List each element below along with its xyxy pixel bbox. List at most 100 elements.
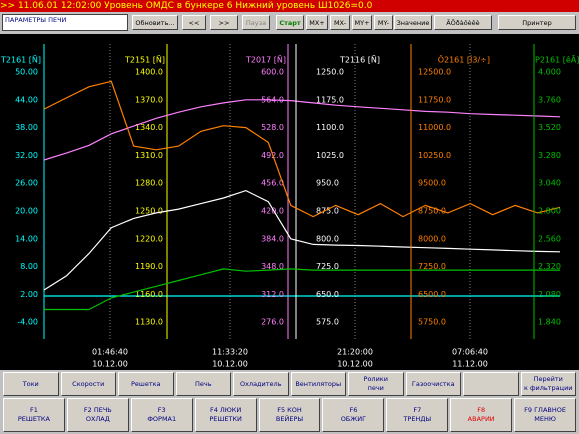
x-time-label: 01:46:40 [92, 348, 128, 357]
axis-tick-label: 38.00 [15, 123, 38, 132]
trend-line [43, 99, 561, 161]
axis-tick-label: 348.0 [261, 262, 284, 271]
axis-tick-label: 1340.0 [135, 123, 163, 132]
axis-name: T2161 [Ñ] [0, 55, 41, 65]
axis-tick-label: 312.0 [261, 290, 284, 299]
axis-tick-label: 600.0 [261, 68, 284, 77]
toolbar-button[interactable]: ÃÕðàôèêè [434, 15, 492, 30]
nav-button[interactable]: Скорости [60, 372, 116, 396]
axis-tick-label: 20.00 [15, 207, 38, 216]
toolbar-button[interactable]: Обновить... [132, 15, 178, 30]
axis-tick-label: 32.00 [15, 151, 38, 160]
axis-tick-label: 1175.0 [316, 95, 344, 104]
function-key-row: F1 РЕШЕТКА F2 ПЕЧЬ ОХЛАД F3 ФОРМА1 F4 ЛЮКИ … [3, 398, 577, 432]
axis-tick-label: 6500.0 [418, 290, 446, 299]
axis-tick-label: 11000.0 [418, 123, 451, 132]
x-date-label: 10.12.00 [92, 360, 128, 369]
axis-tick-label: 2.320 [538, 262, 561, 271]
nav-button[interactable]: Перейти к фильтрации [520, 372, 576, 396]
axis-tick-label: 1250.0 [135, 207, 163, 216]
nav-row: Токи Скорости Решетка Печь Охладитель Вентиля… [3, 372, 576, 396]
axis-tick-label: 276.0 [261, 318, 284, 327]
function-key[interactable]: F6 ОБЖИГ [322, 398, 385, 432]
axis-name: T2017 [Ñ] [245, 55, 286, 65]
function-key[interactable]: F9 ГЛАВНОЕ МЕНЮ [514, 398, 577, 432]
alarm-bar: >> 11.06.01 12:02:00 Уровень ОМДС в бунк… [0, 0, 579, 12]
trend-line [44, 268, 560, 311]
function-key[interactable]: F7 ТРЕНДЫ [386, 398, 449, 432]
trend-line [43, 80, 561, 218]
toolbar-button[interactable]: MX- [330, 15, 350, 30]
axis-tick-label: 11750.0 [418, 95, 451, 104]
function-key[interactable]: F1 РЕШЕТКА [3, 398, 65, 432]
axis-tick-label: 1220.0 [135, 234, 163, 243]
axis-tick-label: 2.080 [538, 290, 561, 299]
function-key[interactable]: F5 КОН ВЕЙЕРЫ [258, 398, 321, 432]
x-date-label: 10.12.00 [337, 360, 373, 369]
axis-name: Ô2161 [Ì3/÷] [438, 54, 490, 65]
axis-tick-label: 26.00 [15, 179, 38, 188]
axis-tick-label: 10250.0 [418, 151, 451, 160]
axis-tick-label: 2.00 [20, 290, 38, 299]
axis-tick-label: 1280.0 [135, 179, 163, 188]
x-date-label: 11.12.00 [452, 360, 488, 369]
axis-tick-label: 3.040 [538, 179, 561, 188]
trend-line [43, 189, 561, 291]
axis-tick-label: 384.0 [261, 234, 284, 243]
axis-tick-label: 1310.0 [135, 151, 163, 160]
title-box[interactable]: ПАРАМЕТРЫ ПЕЧИ [2, 14, 128, 31]
x-time-label: 11:33:20 [212, 348, 248, 357]
x-time-label: 21:20:00 [337, 348, 373, 357]
axis-tick-label: 1190.0 [135, 262, 163, 271]
nav-button[interactable]: Вентиляторы [290, 372, 346, 396]
axis-tick-label: 3.760 [538, 95, 561, 104]
nav-button[interactable]: Ролики печи [348, 372, 404, 396]
x-time-label: 07:06:40 [452, 348, 488, 357]
toolbar: ПАРАМЕТРЫ ПЕЧИ Обновить... << >> Пауза Старт… [0, 12, 579, 34]
axis-tick-label: 5750.0 [418, 318, 446, 327]
toolbar-button[interactable]: >> [210, 15, 238, 30]
axis-tick-label: 528.0 [261, 123, 284, 132]
axis-tick-label: 1025.0 [316, 151, 344, 160]
function-key[interactable]: F8 АВАРИИ [450, 398, 513, 432]
axis-tick-label: 1400.0 [135, 68, 163, 77]
nav-button[interactable]: Печь [175, 372, 231, 396]
nav-button[interactable]: Решетка [118, 372, 174, 396]
axis-tick-label: 8750.0 [418, 207, 446, 216]
axis-tick-label: 3.280 [538, 151, 561, 160]
axis-tick-label: 12500.0 [418, 68, 451, 77]
toolbar-button[interactable]: Пауза [242, 15, 270, 30]
x-date-label: 10.12.00 [212, 360, 248, 369]
axis-tick-label: 725.0 [316, 262, 339, 271]
nav-button[interactable]: Охладитель [233, 372, 289, 396]
axis-tick-label: 1370.0 [135, 95, 163, 104]
toolbar-button[interactable]: MX+ [306, 15, 328, 30]
axis-tick-label: -4.00 [17, 318, 38, 327]
function-key[interactable]: F3 ФОРМА1 [130, 398, 193, 432]
axis-tick-label: 44.00 [15, 95, 38, 104]
toolbar-button[interactable]: MY+ [352, 15, 372, 30]
toolbar-button[interactable]: MY- [374, 15, 393, 30]
axis-tick-label: 420.0 [261, 207, 284, 216]
toolbar-button[interactable]: << [182, 15, 206, 30]
axis-tick-label: 875.0 [316, 207, 339, 216]
nav-button[interactable]: Токи [3, 372, 59, 396]
axis-tick-label: 7250.0 [418, 262, 446, 271]
function-key[interactable]: F2 ПЕЧЬ ОХЛАД [66, 398, 129, 432]
axis-tick-label: 50.00 [15, 68, 38, 77]
toolbar-button[interactable]: Значение [394, 15, 432, 30]
function-key[interactable]: F4 ЛЮКИ РЕШЕТКИ [194, 398, 257, 432]
toolbar-button[interactable]: Старт [276, 15, 304, 30]
axis-tick-label: 2.560 [538, 234, 561, 243]
axis-tick-label: 8000.0 [418, 234, 446, 243]
axis-tick-label: 575.0 [316, 318, 339, 327]
axis-tick-label: 456.0 [261, 179, 284, 188]
axis-tick-label: 950.0 [316, 179, 339, 188]
axis-tick-label: 800.0 [316, 234, 339, 243]
axis-tick-label: 1.840 [538, 318, 561, 327]
toolbar-button[interactable]: Принтер [498, 15, 576, 30]
blank-button[interactable] [463, 372, 519, 396]
nav-button[interactable]: Газоочистка [405, 372, 461, 396]
axis-tick-label: 1160.0 [135, 290, 163, 299]
